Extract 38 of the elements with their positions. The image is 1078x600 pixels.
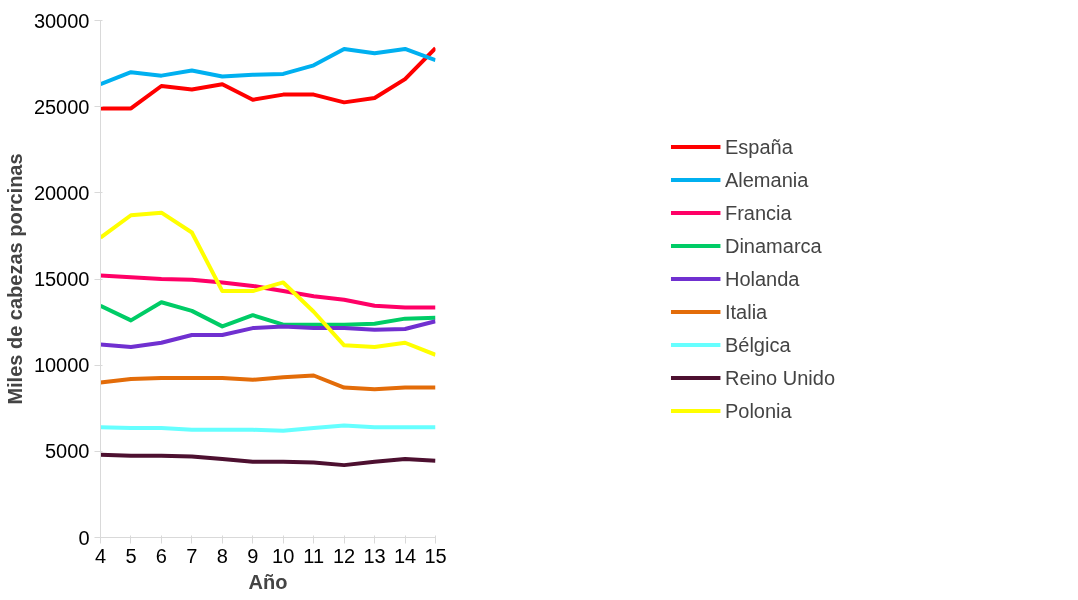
legend-label: Bélgica [724,333,791,356]
line-series [100,319,436,350]
legend-label: Alemania [724,168,809,191]
y-axis-title: Miles de cabezas porcinas [3,153,26,405]
y-tick-label: 20000 [33,181,90,204]
y-tick-label: 0 [78,526,90,549]
legend-label: Reino Unido [724,366,836,389]
legend-label: Italia [724,300,768,323]
line-series [100,273,436,310]
x-tick-label: 12 [333,544,356,567]
y-tick-label: 25000 [33,95,90,118]
line-series [100,210,436,357]
y-tick-label: 5000 [45,440,90,463]
legend-label: Polonia [724,399,792,422]
x-tick-label: 14 [393,544,417,567]
line-series [100,373,436,392]
x-tick-label: 10 [272,544,295,567]
legend-label: Holanda [724,267,800,290]
y-tick-label: 30000 [33,9,90,32]
line-series [100,300,436,329]
x-tick-label: 13 [363,544,386,567]
line-series [100,46,436,87]
line-series [100,452,436,468]
legend-label: Francia [724,201,792,224]
x-tick-label: 6 [155,544,167,567]
x-axis-title: Año [248,570,288,593]
line-series [100,46,436,111]
x-tick-label: 11 [303,544,325,567]
x-tick-label: 8 [216,544,228,567]
y-tick-label: 10000 [33,354,90,377]
legend-label: España [724,135,793,158]
x-tick-label: 15 [424,544,447,567]
x-tick-label: 5 [125,544,137,567]
y-tick-label: 15000 [33,268,90,290]
legend-label: Dinamarca [724,234,822,257]
x-tick-label: 7 [186,544,198,567]
x-tick-label: 9 [247,544,259,567]
x-tick-label: 4 [94,544,107,567]
